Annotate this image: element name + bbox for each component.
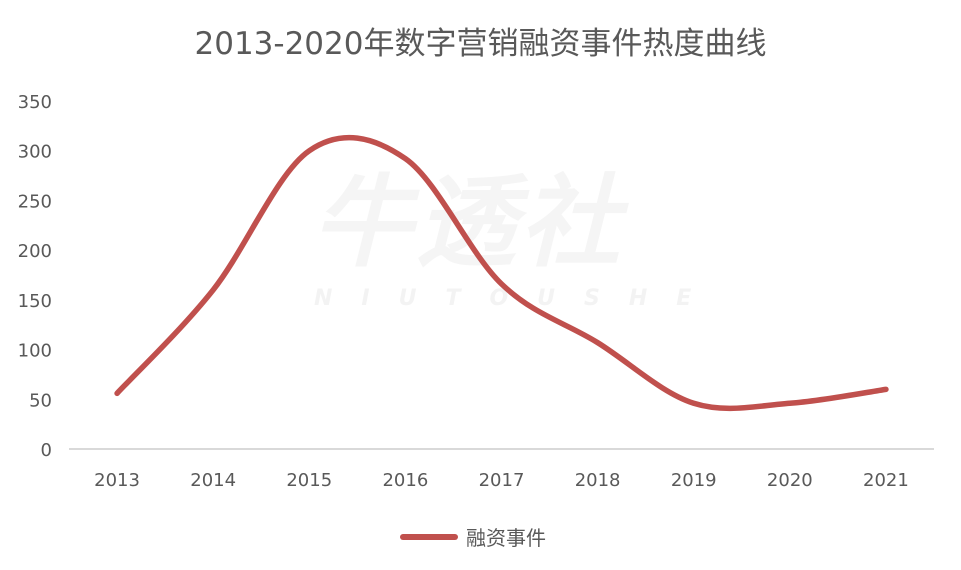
x-tick-label: 2021 [863, 470, 909, 491]
y-tick-label: 350 [18, 92, 52, 113]
y-tick-label: 0 [41, 440, 52, 461]
chart-title: 2013-2020年数字营销融资事件热度曲线 [194, 26, 767, 62]
legend-label: 融资事件 [466, 526, 546, 550]
x-tick-label: 2013 [94, 470, 140, 491]
x-tick-label: 2017 [479, 470, 525, 491]
x-tick-label: 2018 [575, 470, 621, 491]
legend-swatch [400, 533, 458, 540]
y-tick-label: 100 [18, 341, 52, 362]
x-tick-label: 2020 [767, 470, 813, 491]
y-tick-label: 300 [18, 142, 52, 163]
legend: 融资事件 [400, 522, 546, 551]
y-axis: 0 50 100 150 200 250 300 350 [18, 92, 52, 461]
series-line-financing-events [114, 135, 889, 412]
x-axis: 2013 2014 2015 2016 2017 2018 2019 2020 2021 [94, 470, 909, 491]
x-tick-label: 2014 [190, 470, 236, 491]
y-tick-label: 200 [18, 241, 52, 262]
y-tick-label: 150 [18, 291, 52, 312]
y-tick-label: 250 [18, 191, 52, 212]
x-tick-label: 2019 [671, 470, 717, 491]
x-tick-label: 2015 [286, 470, 332, 491]
x-tick-label: 2016 [382, 470, 428, 491]
y-tick-label: 50 [29, 390, 52, 411]
